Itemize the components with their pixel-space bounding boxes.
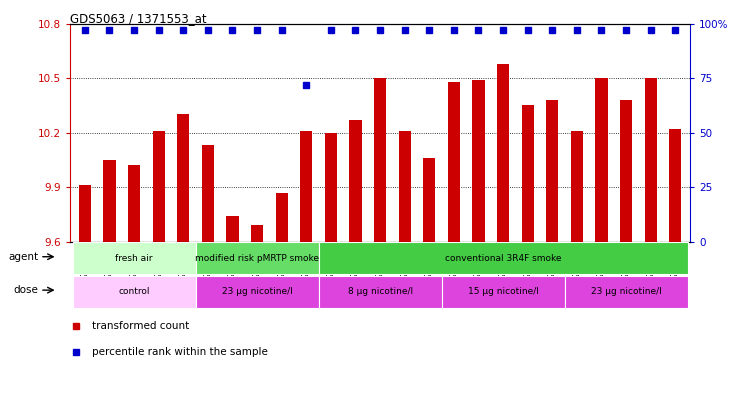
Bar <box>644 78 657 393</box>
Bar <box>251 225 263 393</box>
Bar <box>325 133 337 393</box>
Bar <box>423 158 435 393</box>
Bar <box>565 276 688 308</box>
Text: modified risk pMRTP smoke: modified risk pMRTP smoke <box>195 254 319 263</box>
Bar <box>196 276 319 308</box>
Text: fresh air: fresh air <box>115 254 153 263</box>
Bar <box>349 120 362 393</box>
Bar <box>103 160 116 393</box>
Bar <box>669 129 681 393</box>
Text: percentile rank within the sample: percentile rank within the sample <box>92 347 268 357</box>
Bar <box>472 80 485 393</box>
Text: transformed count: transformed count <box>92 321 189 331</box>
Text: 23 μg nicotine/l: 23 μg nicotine/l <box>590 287 661 296</box>
Bar <box>128 165 140 393</box>
Bar <box>300 131 312 393</box>
Bar <box>201 145 214 393</box>
Bar <box>596 78 607 393</box>
Bar <box>227 216 238 393</box>
Text: GDS5063 / 1371553_at: GDS5063 / 1371553_at <box>70 12 207 25</box>
Bar <box>79 185 91 393</box>
Bar <box>441 276 565 308</box>
Bar <box>620 100 632 393</box>
Bar <box>497 64 509 393</box>
Text: control: control <box>118 287 150 296</box>
Text: 23 μg nicotine/l: 23 μg nicotine/l <box>221 287 292 296</box>
Text: dose: dose <box>14 285 38 295</box>
Bar <box>374 78 386 393</box>
Bar <box>196 242 319 274</box>
Bar <box>522 105 534 393</box>
Text: 15 μg nicotine/l: 15 μg nicotine/l <box>468 287 539 296</box>
Bar <box>72 242 196 274</box>
Text: 8 μg nicotine/l: 8 μg nicotine/l <box>348 287 413 296</box>
Bar <box>153 131 165 393</box>
Bar <box>275 193 288 393</box>
Bar <box>177 114 190 393</box>
Text: conventional 3R4F smoke: conventional 3R4F smoke <box>445 254 562 263</box>
Bar <box>319 276 441 308</box>
Bar <box>319 242 688 274</box>
Text: agent: agent <box>8 252 38 262</box>
Bar <box>448 82 460 393</box>
Bar <box>570 131 583 393</box>
Bar <box>399 131 411 393</box>
Bar <box>546 100 559 393</box>
Bar <box>72 276 196 308</box>
